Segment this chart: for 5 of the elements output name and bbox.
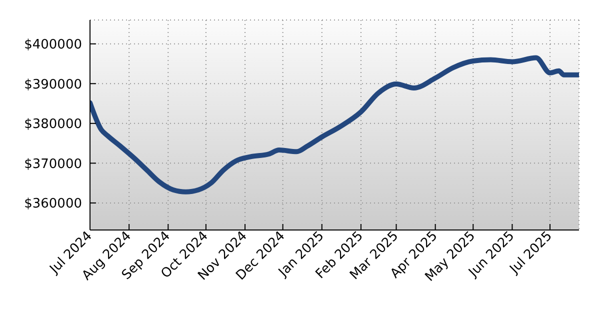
y-tick-label: $390000 <box>24 77 82 92</box>
y-tick-label: $400000 <box>24 37 82 52</box>
y-tick-label: $370000 <box>24 156 82 172</box>
y-tick-label: $380000 <box>24 117 82 132</box>
y-tick-label: $360000 <box>24 196 82 212</box>
